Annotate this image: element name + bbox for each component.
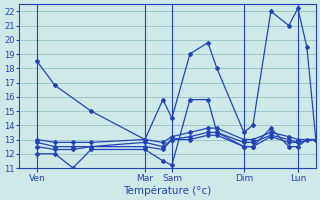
X-axis label: Température (°c): Température (°c) [123,185,212,196]
